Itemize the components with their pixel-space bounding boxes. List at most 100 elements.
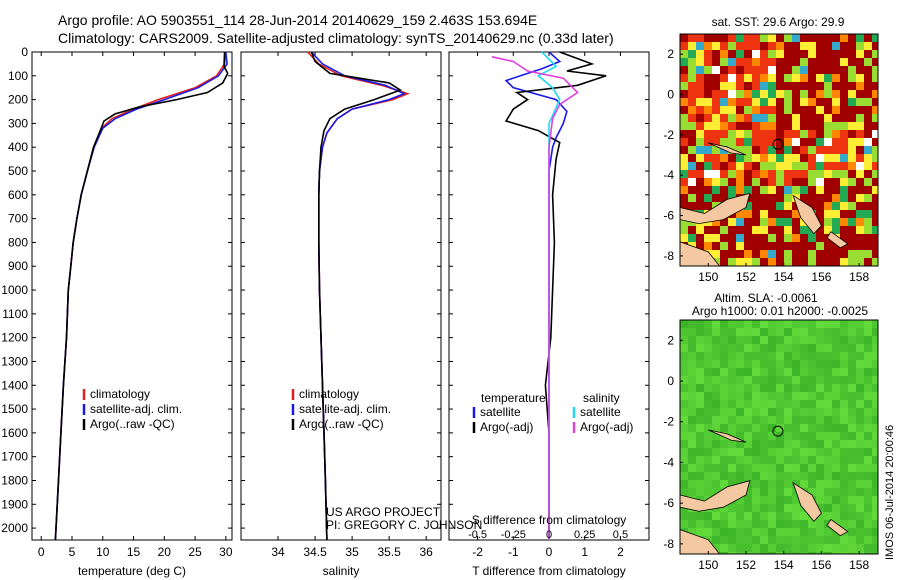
sla-cell [728, 408, 736, 416]
sla-cell [792, 448, 800, 456]
sla-cell [840, 448, 848, 456]
sla-cell [728, 456, 736, 464]
sst-cell [872, 250, 878, 258]
sst-cell [704, 202, 712, 210]
sla-cell [712, 480, 720, 488]
sla-cell [848, 512, 856, 520]
sla-cell [864, 488, 872, 496]
sst-cell [832, 242, 840, 250]
sla-cell [712, 464, 720, 472]
sst-cell [768, 146, 776, 154]
sla-cell [736, 440, 744, 448]
sst-cell [824, 226, 832, 234]
sla-cell [864, 400, 872, 408]
sla-cell [704, 368, 712, 376]
sst-cell [760, 42, 768, 50]
sst-cell [784, 106, 792, 114]
sla-cell [816, 440, 824, 448]
sst-cell [872, 154, 878, 162]
sla-cell [784, 456, 792, 464]
sla-cell [728, 544, 736, 552]
sst-cell [728, 98, 736, 106]
sst-cell [872, 170, 878, 178]
sla-cell [720, 352, 728, 360]
sst-cell [840, 170, 848, 178]
sla-cell [728, 536, 736, 544]
sla-cell [872, 504, 878, 512]
sla-cell [800, 384, 808, 392]
sla-cell [808, 352, 816, 360]
sla-cell [680, 352, 688, 360]
sla-cell [864, 352, 872, 360]
sst-cell [728, 106, 736, 114]
sst-cell [800, 226, 808, 234]
sst-cell [792, 218, 800, 226]
difference-series-line [504, 51, 607, 540]
sst-cell [872, 50, 878, 58]
figure-title-line-1: Argo profile: AO 5903551_114 28-Jun-2014… [58, 12, 538, 28]
sla-cell [808, 448, 816, 456]
sla-cell [728, 328, 736, 336]
sst-cell [864, 202, 872, 210]
sla-cell [824, 360, 832, 368]
sst-cell [720, 194, 728, 202]
sla-cell [712, 320, 720, 328]
sst-cell [744, 154, 752, 162]
sla-cell [784, 464, 792, 472]
sst-cell [800, 42, 808, 50]
legend-label: satellite [580, 405, 621, 419]
sla-cell [744, 320, 752, 328]
sla-cell [832, 384, 840, 392]
sst-cell [680, 82, 688, 90]
sla-cell [720, 448, 728, 456]
sla-cell [792, 440, 800, 448]
sla-cell [864, 536, 872, 544]
sla-cell [792, 512, 800, 520]
credit-line-2: PI: GREGORY C. JOHNSON [326, 518, 482, 532]
sst-cell [864, 98, 872, 106]
sla-cell [856, 496, 864, 504]
sla-cell [848, 440, 856, 448]
sla-cell [808, 432, 816, 440]
sla-cell [816, 368, 824, 376]
sla-cell [784, 504, 792, 512]
sla-cell [816, 448, 824, 456]
sst-cell [800, 122, 808, 130]
sst-cell [736, 50, 744, 58]
sla-cell [728, 528, 736, 536]
sla-cell [832, 392, 840, 400]
sst-cell [696, 242, 704, 250]
sst-cell [728, 218, 736, 226]
sst-cell [872, 138, 878, 146]
sla-cell [760, 384, 768, 392]
sla-cell [856, 552, 864, 554]
sla-cell [776, 424, 784, 432]
legend-label: satellite [480, 405, 521, 419]
sla-cell [816, 520, 824, 528]
sst-cell [736, 178, 744, 186]
sla-cell [696, 352, 704, 360]
sla-cell [720, 456, 728, 464]
sla-cell [728, 320, 736, 328]
sla-cell [680, 408, 688, 416]
sla-cell [840, 336, 848, 344]
sst-cell [760, 82, 768, 90]
sla-cell [744, 544, 752, 552]
sst-cell [848, 154, 856, 162]
sla-cell [848, 544, 856, 552]
sst-cell [704, 114, 712, 122]
sla-cell [688, 368, 696, 376]
sla-cell [872, 408, 878, 416]
sst-cell [744, 90, 752, 98]
sst-cell [736, 258, 744, 266]
sst-cell [792, 170, 800, 178]
depth-tick-label: 1500 [1, 402, 28, 416]
sla-cell [808, 336, 816, 344]
sst-cell [808, 130, 816, 138]
sla-cell [768, 416, 776, 424]
sst-cell [832, 98, 840, 106]
sst-cell [856, 74, 864, 82]
sst-cell [768, 130, 776, 138]
sst-cell [784, 210, 792, 218]
